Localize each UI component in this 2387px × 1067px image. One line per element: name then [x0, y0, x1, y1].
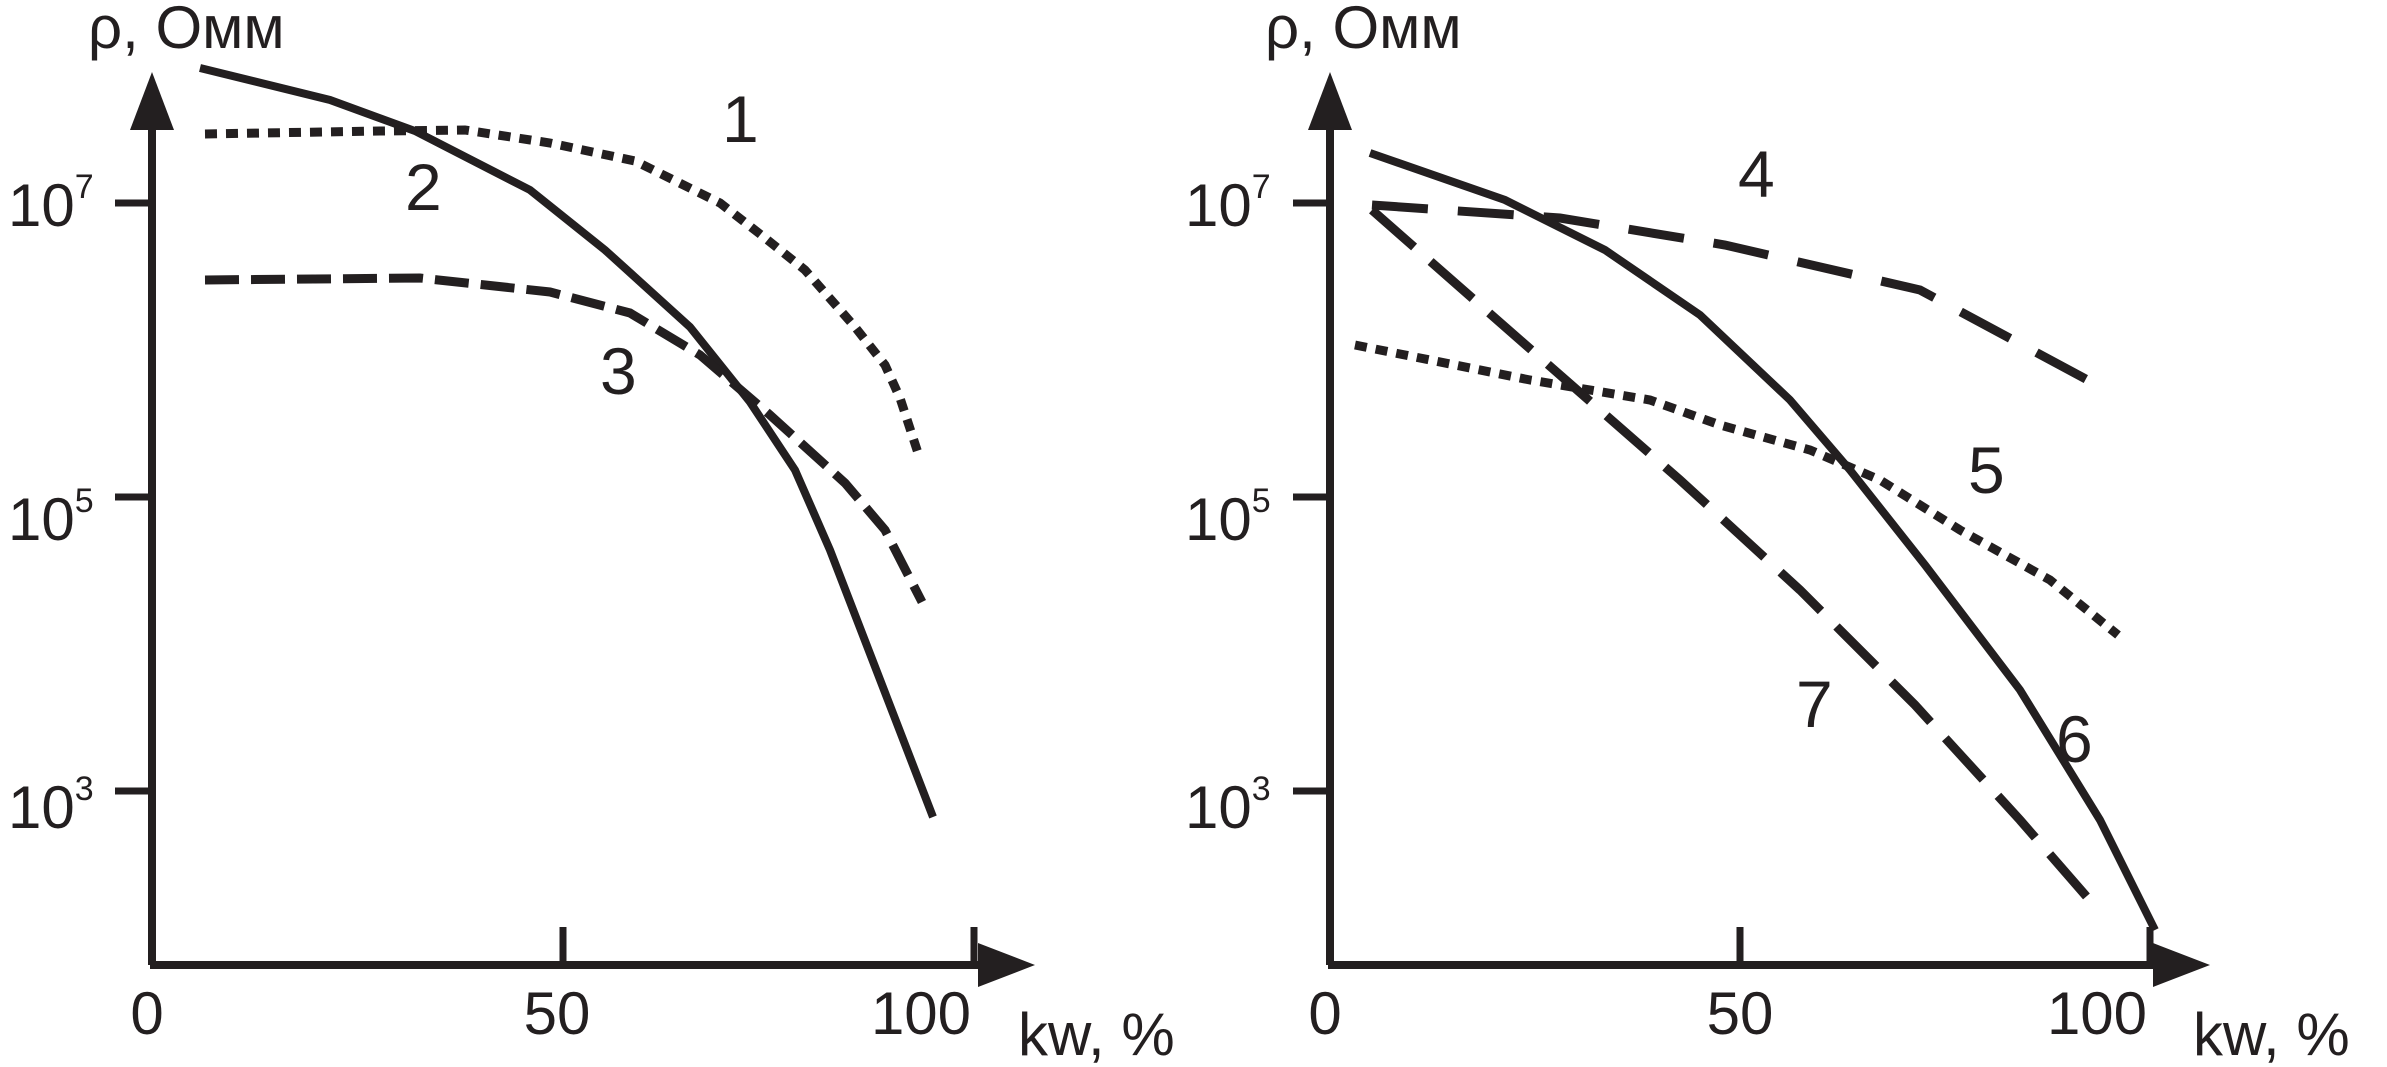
- x-tick-label-50: 50: [524, 980, 591, 1047]
- y-tick-label-1e3: 103: [1185, 770, 1271, 841]
- curve-2-solid: [199, 64, 937, 819]
- y-tick-label-1e5: 105: [1185, 482, 1271, 553]
- y-tick-label-base: 10: [1185, 774, 1252, 841]
- y-tick-label-exp: 7: [75, 168, 94, 206]
- curve-label-7: 7: [1796, 667, 1833, 741]
- y-tick-label-base: 10: [8, 774, 75, 841]
- right-panel: 107 105 103 0 50 100 ρ, Омм kw, % 4 5 6 …: [1185, 0, 2350, 1067]
- x-axis-arrow: [978, 943, 1035, 987]
- y-tick-label-base: 10: [1185, 486, 1252, 553]
- y-axis-arrow: [130, 72, 174, 130]
- curve-4-long-dashed: [1371, 200, 2113, 396]
- curve-3-dashed: [204, 273, 927, 605]
- y-tick-label-1e7: 107: [1185, 168, 1271, 239]
- x-axis-title: kw, %: [1018, 1001, 1175, 1067]
- x-tick-label-0: 0: [1308, 980, 1341, 1047]
- x-axis-title: kw, %: [2193, 1001, 2350, 1067]
- y-tick-label-base: 10: [8, 172, 75, 239]
- y-tick-label-exp: 5: [1252, 482, 1271, 520]
- curve-1-dotted: [204, 125, 923, 455]
- y-tick-label-1e7: 107: [8, 168, 94, 239]
- y-axis-arrow: [1308, 72, 1352, 130]
- x-tick-label-50: 50: [1707, 980, 1774, 1047]
- x-tick-label-100: 100: [2047, 980, 2147, 1047]
- y-tick-label-exp: 3: [75, 770, 94, 808]
- curve-label-2: 2: [405, 150, 442, 224]
- y-tick-label-base: 10: [1185, 172, 1252, 239]
- y-axis-title: ρ, Омм: [1265, 0, 1462, 61]
- y-tick-label-exp: 7: [1252, 168, 1271, 206]
- curve-label-6: 6: [2056, 702, 2093, 776]
- left-panel: 107 105 103 0 50 100 ρ, Омм kw, % 1 2 3: [8, 0, 1175, 1067]
- y-tick-label-exp: 5: [75, 482, 94, 520]
- y-tick-label-1e5: 105: [8, 482, 94, 553]
- curve-label-5: 5: [1968, 433, 2005, 507]
- curve-label-4: 4: [1738, 137, 1775, 211]
- x-axis-arrow: [2153, 943, 2210, 987]
- x-tick-label-100: 100: [871, 980, 971, 1047]
- curve-7-long-dashed: [1369, 206, 2104, 915]
- curve-label-3: 3: [600, 334, 637, 408]
- y-tick-label-base: 10: [8, 486, 75, 553]
- y-tick-label-1e3: 103: [8, 770, 94, 841]
- x-tick-label-0: 0: [130, 980, 163, 1047]
- curve-6-solid: [1368, 149, 2159, 932]
- y-tick-label-exp: 3: [1252, 770, 1271, 808]
- curve-label-1: 1: [722, 82, 759, 156]
- y-axis-title: ρ, Омм: [88, 0, 285, 61]
